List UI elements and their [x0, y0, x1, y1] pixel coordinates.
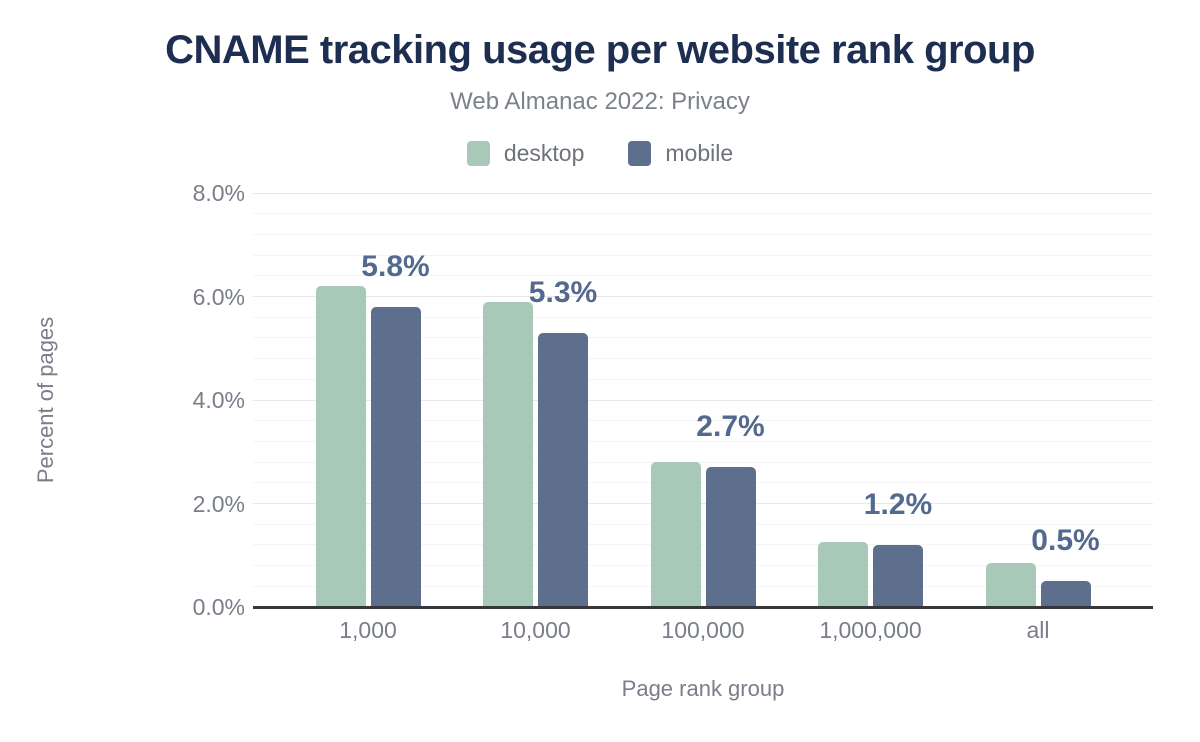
gridline-major: [253, 503, 1153, 504]
bar-mobile-10000[interactable]: [538, 332, 588, 607]
y-tick-label: 8.0%: [192, 180, 245, 206]
gridline-minor: [253, 337, 1153, 339]
gridline-minor: [253, 213, 1153, 215]
gridline-minor: [253, 275, 1153, 277]
x-tick-label: all: [1026, 617, 1050, 643]
chart-legend: desktop mobile: [0, 138, 1200, 168]
gridline-minor: [253, 440, 1153, 442]
legend-item-mobile[interactable]: mobile: [628, 140, 733, 167]
gridline-minor: [253, 544, 1153, 546]
gridline-minor: [253, 358, 1153, 360]
gridline-minor: [253, 585, 1153, 587]
y-tick-label: 0.0%: [192, 594, 245, 620]
x-tick-label: 1,000: [339, 617, 397, 643]
gridline-minor: [253, 420, 1153, 422]
gridline-major: [253, 296, 1153, 297]
gridline-minor: [253, 565, 1153, 567]
bar-value-label: 5.8%: [361, 249, 430, 283]
gridline-minor: [253, 233, 1153, 235]
bar-desktop-all[interactable]: [985, 563, 1036, 607]
x-tick-label: 1,000,000: [819, 617, 922, 643]
x-tick-label: 100,000: [661, 617, 745, 643]
x-axis-line: [253, 606, 1153, 609]
legend-swatch-mobile-icon: [628, 140, 652, 166]
chart-subtitle: Web Almanac 2022: Privacy: [450, 88, 750, 115]
bar-value-label: 0.5%: [1031, 524, 1100, 558]
x-tick-label: 10,000: [500, 617, 571, 643]
gridline-minor: [253, 378, 1153, 380]
gridline-minor: [253, 523, 1153, 525]
y-tick-label: 4.0%: [192, 387, 245, 413]
bar-desktop-10000[interactable]: [483, 301, 533, 607]
gridline-minor: [253, 254, 1153, 256]
bar-desktop-1000[interactable]: [315, 286, 366, 607]
y-axis-title: Percent of pages: [33, 316, 58, 484]
bar-mobile-100000[interactable]: [705, 467, 756, 607]
gridline-minor: [253, 482, 1153, 484]
bar-mobile-1000000[interactable]: [873, 544, 923, 607]
gridline-minor: [253, 316, 1153, 318]
legend-swatch-desktop-icon: [466, 140, 490, 166]
legend-item-desktop[interactable]: desktop: [466, 139, 585, 167]
gridline-minor: [253, 461, 1153, 463]
chart-title: CNAME tracking usage per website rank gr…: [165, 28, 1035, 72]
bar-value-label: 5.3%: [528, 275, 598, 309]
gridline-major: [253, 399, 1153, 401]
bar-value-label: 2.7%: [696, 410, 765, 444]
legend-label-desktop: desktop: [503, 139, 585, 166]
y-tick-label: 6.0%: [192, 283, 245, 310]
y-tick-label: 2.0%: [192, 490, 245, 517]
bar-mobile-all[interactable]: [1040, 581, 1091, 607]
x-axis-title: Page rank group: [621, 676, 785, 701]
bar-desktop-100000[interactable]: [650, 462, 701, 607]
gridline-major: [253, 192, 1153, 194]
legend-label-mobile: mobile: [665, 139, 734, 166]
bar-desktop-1000000[interactable]: [818, 542, 868, 607]
bar-mobile-1000[interactable]: [370, 306, 421, 607]
bar-value-label: 1.2%: [863, 487, 933, 521]
